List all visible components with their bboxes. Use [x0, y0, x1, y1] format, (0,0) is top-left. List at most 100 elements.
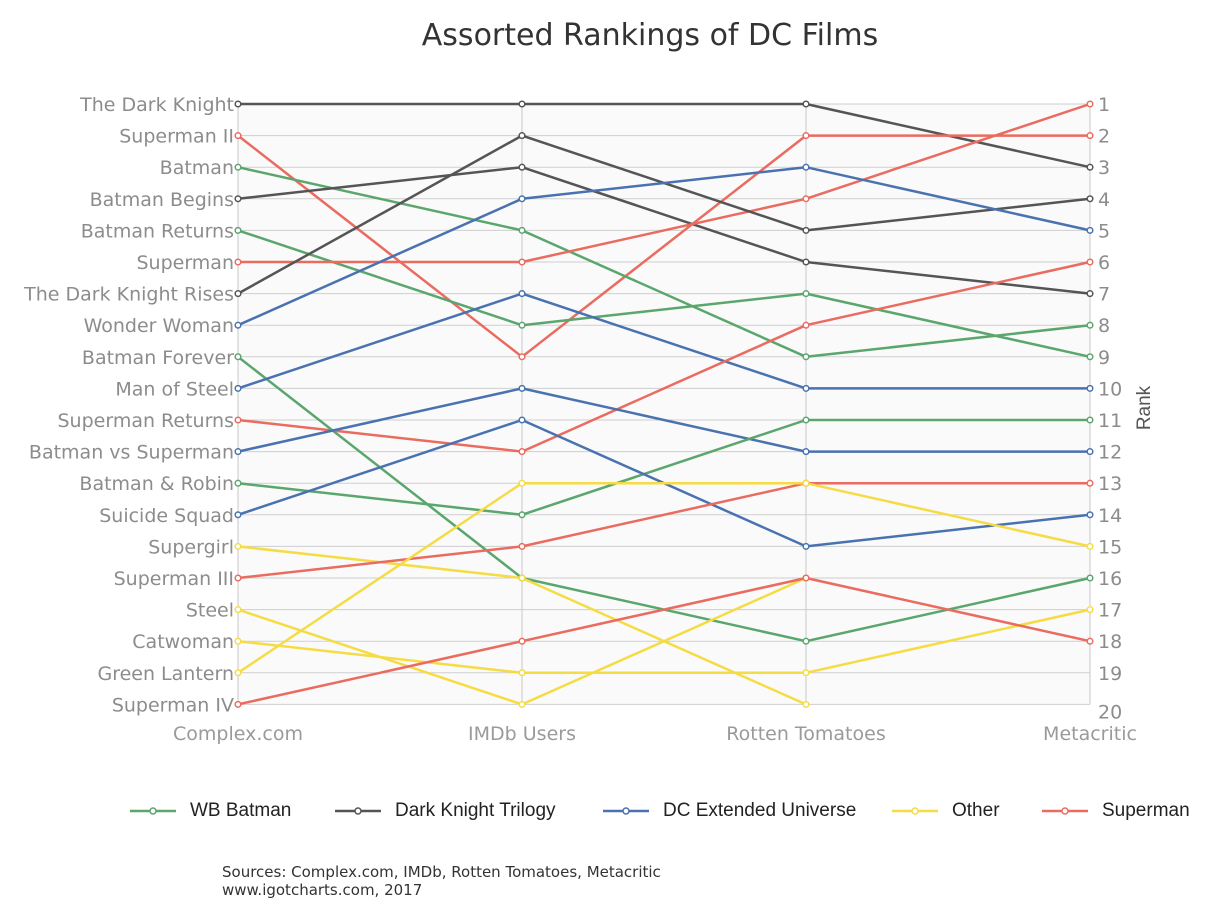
right-axis-tick: 14 — [1098, 505, 1122, 527]
data-point — [802, 574, 810, 582]
left-axis-label: Batman — [160, 157, 234, 179]
data-point — [802, 163, 810, 171]
data-point — [802, 195, 810, 203]
legend-label: Other — [952, 800, 1000, 821]
legend: WB Batman Dark Knight Trilogy DC Extended … — [130, 796, 1230, 826]
data-point — [1086, 416, 1094, 424]
data-point — [1086, 100, 1094, 108]
data-point — [518, 195, 526, 203]
data-point — [1086, 606, 1094, 614]
data-point — [802, 132, 810, 140]
right-axis-tick: 10 — [1098, 378, 1122, 400]
data-point — [1086, 479, 1094, 487]
series-line — [237, 576, 1091, 706]
data-point — [518, 574, 526, 582]
data-point — [802, 448, 810, 456]
data-point — [234, 606, 242, 614]
left-axis-label: Supergirl — [148, 536, 234, 558]
data-point — [1086, 163, 1094, 171]
right-axis-tick: 4 — [1098, 189, 1110, 211]
left-axis-label: Batman vs Superman — [29, 442, 234, 464]
legend-label: DC Extended Universe — [663, 800, 857, 821]
series-line — [237, 134, 1090, 359]
right-axis-tick: 18 — [1098, 631, 1122, 653]
legend-item: DC Extended Universe — [603, 796, 856, 826]
data-point — [518, 226, 526, 234]
x-axis-label: Complex.com — [173, 723, 303, 745]
series-line — [237, 481, 1091, 674]
data-point — [234, 132, 242, 140]
data-point — [518, 479, 526, 487]
data-point — [802, 416, 810, 424]
data-point — [1086, 448, 1094, 456]
x-axis-label: Metacritic — [1043, 723, 1137, 745]
data-point — [234, 637, 242, 645]
data-point — [234, 384, 242, 392]
data-point — [518, 637, 526, 645]
data-point — [802, 290, 810, 298]
left-axis-labels: The Dark Knight Superman II Batman Batman B… — [23, 94, 234, 716]
left-axis-label: The Dark Knight — [79, 94, 234, 116]
data-point — [1086, 542, 1094, 550]
series-line — [237, 608, 1091, 675]
right-axis-tick: 13 — [1098, 473, 1122, 495]
legend-item: Superman — [1042, 796, 1190, 826]
right-axis-tick: 19 — [1098, 663, 1122, 685]
data-point — [1086, 637, 1094, 645]
left-axis-label: Wonder Woman — [84, 315, 234, 337]
right-axis-tick: 2 — [1098, 126, 1110, 148]
data-point — [518, 384, 526, 392]
data-point — [1086, 384, 1094, 392]
legend-swatch — [603, 807, 649, 815]
data-point — [802, 637, 810, 645]
series-line — [237, 418, 1090, 517]
legend-swatch — [892, 807, 938, 815]
data-point — [1086, 226, 1094, 234]
data-point — [234, 353, 242, 361]
left-axis-label: Steel — [186, 600, 234, 622]
right-axis-tick: 1 — [1098, 94, 1110, 116]
source-note: Sources: Complex.com, IMDb, Rotten Tomat… — [222, 863, 661, 899]
series-points — [234, 100, 1094, 708]
data-point — [234, 163, 242, 171]
left-axis-label: Batman Returns — [81, 220, 234, 242]
left-axis-label: Superman IV — [112, 694, 234, 716]
x-axis-label: IMDb Users — [468, 723, 576, 745]
data-point — [518, 132, 526, 140]
legend-swatch — [1042, 807, 1088, 815]
data-point — [518, 416, 526, 424]
x-axis-labels: Complex.com IMDb Users Rotten Tomatoes Meta… — [173, 723, 1137, 745]
data-point — [234, 416, 242, 424]
data-point — [802, 258, 810, 266]
legend-item: Dark Knight Trilogy — [335, 796, 556, 826]
data-point — [518, 448, 526, 456]
data-point — [518, 290, 526, 298]
left-axis-label: Suicide Squad — [99, 505, 234, 527]
data-point — [802, 353, 810, 361]
data-point — [802, 226, 810, 234]
data-point — [802, 479, 810, 487]
left-axis-label: Batman & Robin — [79, 473, 234, 495]
data-point — [802, 384, 810, 392]
right-axis-tick: 20 — [1098, 701, 1122, 723]
series-line — [237, 387, 1090, 453]
legend-label: Dark Knight Trilogy — [395, 800, 556, 821]
data-point — [1086, 574, 1094, 582]
data-point — [234, 700, 242, 708]
plot-background — [238, 104, 1090, 704]
data-point — [234, 574, 242, 582]
data-point — [234, 226, 242, 234]
series-line — [237, 165, 1091, 327]
left-axis-label: Superman — [136, 252, 234, 274]
right-axis-tick: 16 — [1098, 568, 1122, 590]
legend-item: WB Batman — [130, 796, 291, 826]
data-point — [1086, 290, 1094, 298]
data-point — [234, 669, 242, 677]
data-point — [802, 321, 810, 329]
data-point — [234, 448, 242, 456]
data-point — [234, 258, 242, 266]
right-axis-tick: 11 — [1098, 410, 1122, 432]
data-point — [518, 100, 526, 108]
right-axis-tick: 12 — [1098, 442, 1122, 464]
